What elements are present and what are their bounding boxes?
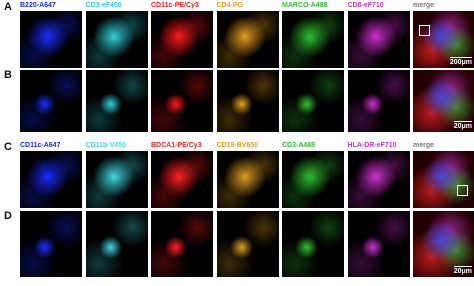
micrograph [85,211,148,277]
micrograph [282,11,344,68]
micrograph [347,151,410,208]
micrograph: 200μm [413,11,474,68]
micrograph [347,11,410,68]
scale-bar: 20μm [453,121,473,130]
micrograph: 20μm [413,211,474,277]
panel-letter: C [4,141,12,153]
micrograph [151,211,213,277]
channel-label: MARCO-A488 [282,2,328,9]
micrograph [20,70,82,132]
channel-label: CD11c-A647 [20,142,61,149]
scale-bar: 20μm [453,266,473,275]
channel-label: CD4-PG [216,2,243,9]
micrograph [347,211,410,277]
inset-box [419,25,430,36]
micrograph [20,211,82,277]
channel-label: HLA-DR-eF710 [347,142,397,149]
inset-box [457,185,468,196]
micrograph [85,70,148,132]
micrograph [282,211,344,277]
scale-bar: 200μm [449,57,473,66]
micrograph: 20μm [413,70,474,132]
panel-letter: A [4,1,12,13]
micrograph [20,11,82,68]
channel-label: BDCA1-PE/Cy3 [151,142,202,149]
channel-label: merge [413,2,435,9]
micrograph [216,211,279,277]
micrograph [282,151,344,208]
micrograph [282,70,344,132]
micrograph [347,70,410,132]
channel-label: CD19-BV650 [216,142,259,149]
channel-label: CD3-A488 [282,142,316,149]
micrograph [216,70,279,132]
micrograph [151,151,213,208]
channel-label: CD11c-PE/Cy3 [151,2,199,9]
channel-label: CD8-eF710 [347,2,384,9]
channel-label: B220-A647 [20,2,56,9]
channel-label: merge [413,142,435,149]
micrograph [216,151,279,208]
micrograph [20,151,82,208]
micrograph [413,151,474,208]
micrograph [151,11,213,68]
micrograph [151,70,213,132]
channel-label: CD11b-V450 [85,142,126,149]
panel-letter: D [4,210,12,222]
micrograph [216,11,279,68]
micrograph [85,11,148,68]
micrograph [85,151,148,208]
panel-letter: B [4,69,12,81]
channel-label: CD3-eF450 [85,2,122,9]
